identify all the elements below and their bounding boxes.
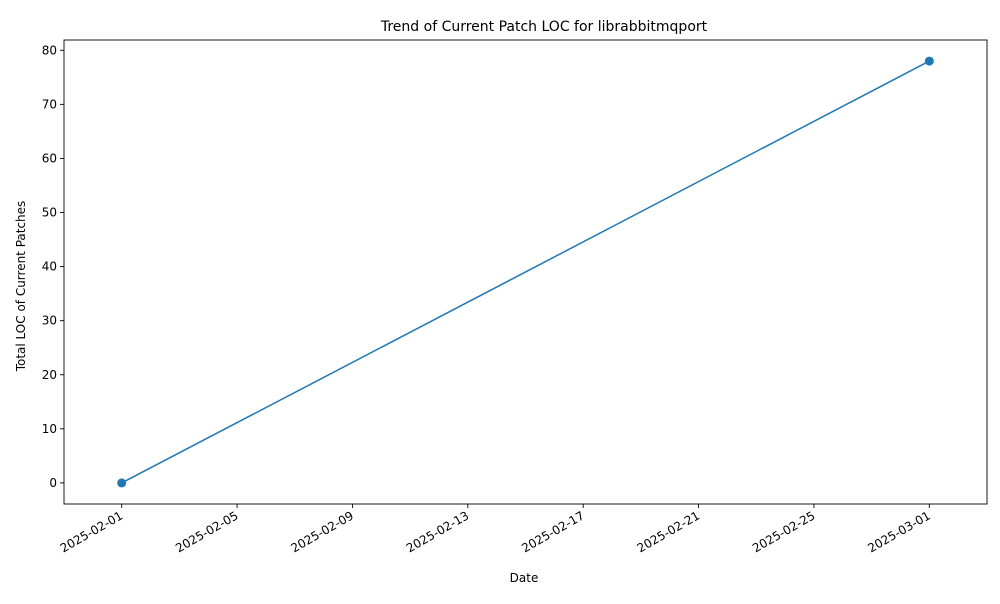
chart-title: Trend of Current Patch LOC for librabbit… [380,19,708,35]
axes-frame [63,39,988,505]
y-tick-label: 80 [42,43,57,57]
x-tick-label: 2025-02-25 [750,508,817,555]
y-tick-label: 60 [42,151,57,165]
series-line [121,60,930,484]
y-axis-label: Total LOC of Current Patches [14,201,28,373]
y-tick-label: 10 [42,422,57,436]
series-lines [121,60,930,484]
y-tick-label: 70 [42,97,57,111]
x-axis-label: Date [510,571,539,585]
x-tick-label: 2025-02-21 [635,508,702,555]
y-tick-label: 50 [42,206,57,220]
y-axis-ticks: 0 10 20 30 40 50 60 70 80 [42,43,64,490]
data-point [924,56,934,66]
y-tick-label: 20 [42,368,57,382]
x-tick-label: 2025-02-17 [519,508,586,555]
x-tick-label: 2025-02-01 [58,508,125,555]
data-point [117,478,127,488]
x-tick-label: 2025-02-09 [289,508,356,555]
x-tick-label: 2025-03-01 [865,508,932,555]
x-tick-label: 2025-02-13 [404,508,471,555]
x-tick-label: 2025-02-05 [173,508,240,555]
x-axis-ticks: 2025-02-01 2025-02-05 2025-02-09 2025-02-13… [58,504,933,555]
y-tick-label: 0 [49,476,57,490]
series-points [117,56,934,488]
y-tick-label: 40 [42,260,57,274]
y-tick-label: 30 [42,314,57,328]
plot-area-frame [63,39,988,505]
